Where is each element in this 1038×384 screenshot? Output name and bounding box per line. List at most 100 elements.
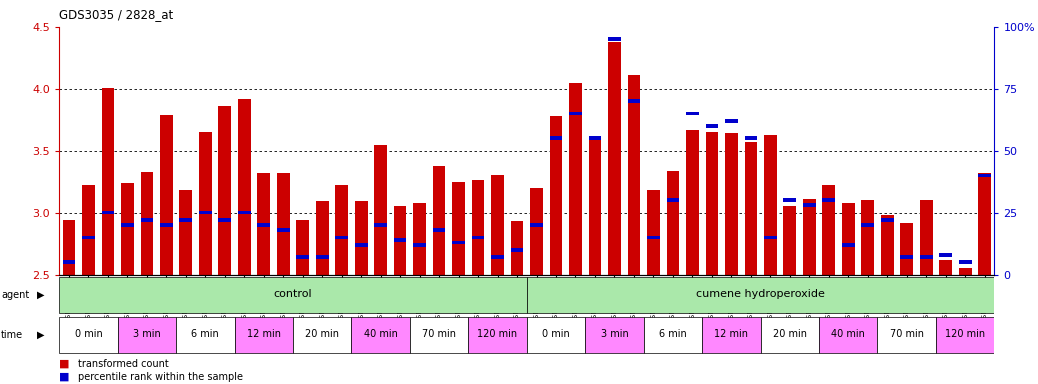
Bar — [453, 240, 465, 244]
Bar — [62, 220, 75, 275]
Bar — [218, 218, 231, 222]
Bar — [706, 124, 718, 128]
Bar — [511, 221, 523, 275]
Bar — [822, 185, 836, 275]
Bar — [277, 228, 290, 232]
Bar — [352, 317, 410, 353]
Bar — [628, 75, 640, 275]
Bar — [355, 243, 367, 247]
Bar — [140, 172, 154, 275]
Bar — [644, 317, 702, 353]
Text: 70 min: 70 min — [422, 329, 456, 339]
Bar — [410, 317, 468, 353]
Bar — [316, 202, 329, 275]
Bar — [293, 317, 352, 353]
Text: transformed count: transformed count — [78, 359, 168, 369]
Bar — [784, 199, 796, 202]
Bar — [453, 182, 465, 275]
Bar — [160, 115, 172, 275]
Bar — [199, 211, 212, 215]
Bar — [589, 136, 601, 140]
Bar — [550, 136, 563, 140]
Bar — [297, 255, 309, 259]
Bar — [585, 317, 644, 353]
Bar — [491, 255, 503, 259]
Bar — [471, 180, 485, 275]
Bar — [725, 133, 738, 275]
Bar — [82, 185, 94, 275]
Bar — [647, 235, 660, 239]
Bar — [939, 260, 952, 275]
Bar — [140, 218, 154, 222]
Bar — [335, 235, 348, 239]
Bar — [803, 204, 816, 207]
Bar — [819, 317, 877, 353]
Bar — [160, 223, 172, 227]
Bar — [881, 218, 894, 222]
Bar — [530, 188, 543, 275]
Bar — [511, 248, 523, 252]
Text: 3 min: 3 min — [601, 329, 628, 339]
Text: 0 min: 0 min — [75, 329, 103, 339]
Bar — [297, 220, 309, 275]
Bar — [277, 173, 290, 275]
Bar — [569, 112, 582, 116]
Text: time: time — [1, 330, 23, 340]
Text: agent: agent — [1, 290, 29, 300]
Bar — [238, 99, 250, 275]
Bar — [608, 42, 621, 275]
Bar — [257, 223, 270, 227]
Text: 70 min: 70 min — [890, 329, 924, 339]
Text: 40 min: 40 min — [831, 329, 866, 339]
Bar — [82, 235, 94, 239]
Bar — [920, 200, 932, 275]
Text: ■: ■ — [59, 372, 70, 382]
Text: 12 min: 12 min — [247, 329, 280, 339]
Bar — [744, 136, 757, 140]
Bar — [375, 144, 387, 275]
Bar — [102, 211, 114, 215]
Bar — [803, 199, 816, 275]
Bar — [393, 207, 407, 275]
Bar — [744, 142, 757, 275]
Bar — [176, 317, 235, 353]
Bar — [235, 317, 293, 353]
Text: 20 min: 20 min — [773, 329, 807, 339]
Bar — [764, 235, 776, 239]
Bar — [784, 207, 796, 275]
Bar — [59, 317, 117, 353]
Bar — [117, 317, 176, 353]
Bar — [569, 83, 582, 275]
Bar — [199, 132, 212, 275]
Text: ▶: ▶ — [37, 290, 45, 300]
Bar — [257, 173, 270, 275]
Text: 6 min: 6 min — [191, 329, 219, 339]
Bar — [550, 116, 563, 275]
Bar — [589, 138, 601, 275]
Bar — [608, 37, 621, 41]
Bar — [702, 317, 761, 353]
Bar — [862, 223, 874, 227]
Bar — [335, 185, 348, 275]
Bar — [764, 135, 776, 275]
Bar — [102, 88, 114, 275]
Bar — [238, 211, 250, 215]
Text: ▶: ▶ — [37, 330, 45, 340]
Bar — [647, 190, 660, 275]
Bar — [180, 190, 192, 275]
Bar — [686, 130, 699, 275]
Text: GDS3035 / 2828_at: GDS3035 / 2828_at — [59, 8, 173, 21]
Bar — [686, 112, 699, 116]
Bar — [375, 223, 387, 227]
Bar — [433, 228, 445, 232]
Bar — [180, 218, 192, 222]
Text: percentile rank within the sample: percentile rank within the sample — [78, 372, 243, 382]
Bar — [666, 199, 679, 202]
Bar — [530, 223, 543, 227]
Text: control: control — [274, 289, 312, 299]
Text: 0 min: 0 min — [542, 329, 570, 339]
Bar — [59, 276, 526, 313]
Bar — [881, 215, 894, 275]
Bar — [666, 170, 679, 275]
Bar — [761, 317, 819, 353]
